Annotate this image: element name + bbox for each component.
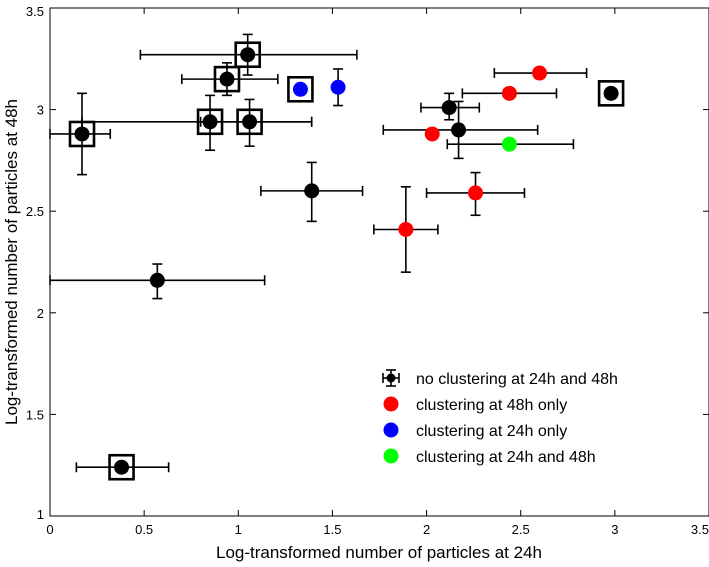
highlight-box [108,453,135,481]
data-point [398,221,414,237]
legend-entry-label: clustering at 48h only [416,397,567,414]
data-point [149,272,165,288]
x-tick-label: 0 [46,522,53,537]
data-point [304,183,320,199]
y-tick-label: 3 [37,103,44,118]
x-tick-label: 1 [235,522,242,537]
axis-tick-labels: 0 0.5 1 1.5 2 2.5 3 3.5 1 1.5 2 2.5 3 3.5 [26,4,709,537]
data-point [240,47,256,63]
y-tick-label: 2 [37,306,44,321]
x-tick-label: 3.5 [691,522,709,537]
highlight-box [236,108,263,136]
axis-ticks [49,7,709,517]
x-tick-label: 2 [423,522,430,537]
data-point [501,136,517,152]
data-point [219,71,235,87]
legend-entry-label: clustering at 24h only [416,423,567,440]
legend-entry-label: clustering at 24h and 48h [416,449,596,466]
highlight-box [68,120,96,148]
legend-marker [383,396,399,412]
data-point [532,65,548,81]
x-tick-label: 3 [611,522,618,537]
legend: no clustering at 24h and 48h clustering a… [382,369,618,466]
y-tick-label: 1 [37,507,44,522]
x-tick-label: 0.5 [135,522,153,537]
legend-marker [386,373,396,383]
data-point [114,459,130,475]
data-point [603,85,619,101]
data-point [441,100,457,116]
data-point [292,81,308,97]
plot-area [49,7,709,517]
x-tick-label: 2.5 [512,522,530,537]
data-point [74,126,90,142]
legend-marker [383,448,399,464]
y-axis-label: Log-transformed number of particles at 4… [2,99,21,425]
data-point [330,79,346,95]
x-axis-label: Log-transformed number of particles at 2… [216,543,542,562]
legend-entry-label: no clustering at 24h and 48h [416,371,618,388]
data-point [202,114,218,130]
data-point [468,185,484,201]
y-tick-label: 1.5 [26,407,44,422]
legend-marker [383,422,399,438]
data-point [501,85,517,101]
data-markers [49,33,625,481]
y-tick-label: 2.5 [26,204,44,219]
x-tick-label: 1.5 [323,522,341,537]
highlight-box [234,41,261,69]
highlight-box [597,80,625,107]
data-point [242,114,258,130]
data-point [451,122,467,138]
highlight-box [287,75,314,103]
data-point [424,126,440,142]
highlight-box [196,108,224,136]
y-tick-label: 3.5 [26,4,44,19]
highlight-box [213,65,241,93]
